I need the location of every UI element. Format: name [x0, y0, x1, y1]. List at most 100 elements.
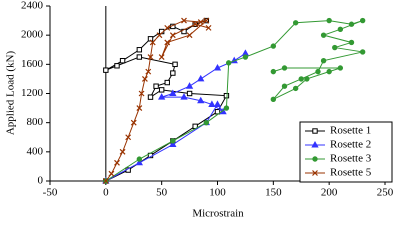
marker — [186, 90, 193, 97]
marker — [281, 83, 288, 89]
marker — [138, 90, 145, 97]
marker — [213, 63, 222, 71]
x-tick-label: 250 — [377, 187, 394, 199]
marker — [326, 17, 332, 24]
marker — [114, 159, 120, 166]
marker — [311, 140, 319, 148]
y-tick-label: 0 — [38, 175, 44, 187]
marker — [169, 140, 177, 148]
y-tick-label: 800 — [27, 116, 44, 128]
marker — [270, 96, 277, 103]
marker — [180, 93, 188, 100]
marker — [164, 39, 171, 46]
marker — [108, 170, 115, 177]
marker — [197, 96, 205, 104]
chart: Microstrain Applied Load (kN) 0 400 800 120… — [5, 0, 394, 220]
marker — [192, 21, 199, 28]
marker — [223, 92, 230, 99]
marker — [186, 32, 193, 39]
marker — [130, 119, 137, 126]
marker — [136, 156, 143, 162]
marker — [270, 43, 277, 49]
marker — [147, 54, 154, 60]
marker — [281, 65, 288, 71]
y-tick-label: 2400 — [21, 0, 44, 12]
marker — [119, 57, 126, 64]
marker — [170, 138, 176, 144]
marker — [225, 60, 232, 66]
marker — [145, 68, 152, 75]
marker — [320, 32, 327, 38]
marker — [164, 79, 170, 86]
marker — [315, 68, 321, 75]
legend-label: Rosette 2 — [330, 139, 371, 151]
marker — [136, 47, 143, 53]
marker — [170, 70, 176, 76]
marker — [197, 19, 204, 25]
marker — [292, 20, 299, 26]
marker — [158, 93, 166, 100]
marker — [312, 170, 318, 176]
marker — [359, 49, 366, 55]
marker — [172, 61, 178, 68]
series-line — [105, 52, 246, 182]
series-line — [105, 20, 209, 182]
marker — [304, 76, 310, 82]
x-tick-label: 150 — [265, 187, 282, 199]
y-tick-label: 400 — [27, 145, 44, 157]
marker — [292, 85, 299, 92]
y-tick-label: 1200 — [21, 87, 44, 99]
marker — [153, 83, 159, 89]
marker — [114, 63, 120, 69]
marker — [326, 68, 332, 75]
marker — [158, 54, 165, 60]
marker — [125, 134, 132, 141]
marker — [348, 39, 355, 46]
legend-label: Rosette 5 — [330, 167, 372, 179]
x-tick-label: -50 — [43, 187, 58, 199]
marker — [164, 24, 171, 31]
marker — [181, 17, 187, 24]
marker — [208, 100, 216, 107]
marker — [270, 68, 277, 75]
marker — [147, 94, 154, 100]
marker — [337, 65, 344, 71]
y-tick-label: 2000 — [21, 29, 44, 41]
marker — [141, 75, 148, 82]
marker — [312, 128, 318, 134]
marker — [359, 17, 366, 24]
y-tick-label: 1600 — [21, 58, 44, 70]
marker — [135, 158, 143, 166]
marker — [320, 57, 327, 64]
marker — [169, 32, 176, 39]
marker — [185, 82, 194, 89]
marker — [203, 17, 210, 24]
x-tick-label: 50 — [156, 187, 168, 199]
x-tick-label: 0 — [103, 187, 109, 199]
marker — [136, 105, 143, 112]
marker — [103, 67, 109, 73]
marker — [214, 109, 221, 115]
marker — [203, 119, 210, 126]
legend-label: Rosette 3 — [330, 153, 372, 165]
marker — [242, 54, 249, 60]
x-axis-label: Microstrain — [192, 208, 244, 220]
x-tick-label: 200 — [321, 187, 338, 199]
marker — [156, 32, 163, 39]
marker — [337, 26, 344, 33]
legend-label: Rosette 1 — [330, 125, 371, 137]
marker — [102, 178, 109, 184]
marker — [119, 148, 126, 155]
marker — [213, 100, 222, 107]
marker — [205, 24, 212, 31]
marker — [298, 76, 304, 82]
y-axis-label: Applied Load (kN) — [5, 51, 17, 136]
marker — [348, 21, 355, 27]
marker — [136, 54, 143, 60]
marker — [312, 156, 318, 162]
marker — [223, 105, 230, 111]
marker — [158, 87, 165, 93]
marker — [169, 89, 177, 96]
x-tick-label: 100 — [209, 187, 226, 199]
series-line — [105, 20, 363, 182]
